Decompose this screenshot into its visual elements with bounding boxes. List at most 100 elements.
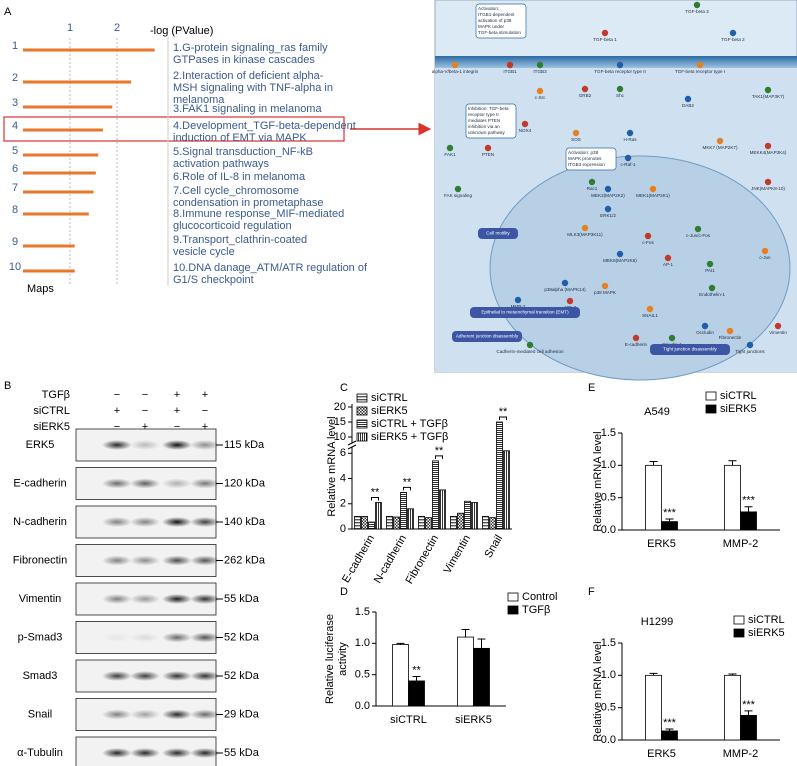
legend-swatch xyxy=(705,391,717,401)
blot-band xyxy=(162,632,192,643)
pathway-label: PAI1 xyxy=(705,268,715,273)
bar xyxy=(425,517,432,530)
y-tick-label: 10 xyxy=(334,431,346,443)
map-description: vesicle cycle xyxy=(173,246,235,258)
error-bar xyxy=(396,642,405,645)
pathway-label: FAK signaling xyxy=(444,193,473,198)
blot-band xyxy=(102,671,132,681)
pathway-icon xyxy=(764,142,772,150)
pathway-label: NOX4 xyxy=(519,128,532,133)
map-description: 8.Immune response_MIF-mediated xyxy=(173,208,344,220)
y-tick-label: 1.5 xyxy=(355,606,370,618)
axis-break xyxy=(347,440,357,446)
y-tick-label: 1.0 xyxy=(601,459,616,471)
bar xyxy=(23,190,94,194)
condition-sign: + xyxy=(202,389,208,401)
pathway-icon xyxy=(446,144,454,152)
pathway-label: c-Jun/c-Fos xyxy=(686,233,711,238)
significance: ** xyxy=(435,445,444,457)
y-tick-label: 0.0 xyxy=(601,734,616,746)
pathway-note-text: activation of p38 xyxy=(478,18,512,23)
protein-label: Fibronectin xyxy=(13,554,67,566)
blot-band xyxy=(130,440,160,450)
blot-band xyxy=(102,517,132,527)
y-axis-label: activity xyxy=(337,642,349,676)
y-axis-label: Relative mRNA level xyxy=(326,416,338,516)
pathway-label: c-Fos xyxy=(642,240,654,245)
condition-sign: + xyxy=(142,421,148,433)
legend-swatch xyxy=(705,404,717,414)
map-description: 3.FAK1 signaling in melanoma xyxy=(173,103,322,115)
size-label: 120 kDa xyxy=(224,477,266,489)
significance-bracket xyxy=(499,416,507,420)
x-tick-label: Snail xyxy=(482,533,505,560)
condition-sign: + xyxy=(114,405,120,417)
pathway-process xyxy=(470,307,580,318)
pathway-label: ITGB3 xyxy=(533,69,547,74)
pathway-diagram xyxy=(434,0,797,381)
pathway-icon xyxy=(774,322,782,330)
condition-label: TGFβ xyxy=(42,389,70,401)
y-tick-label: 2 xyxy=(340,498,346,510)
pathway-label: alpha-V/beta-1 integrin xyxy=(432,69,479,74)
x-tick-label: 2 xyxy=(114,22,120,34)
map-rank: 4 xyxy=(12,120,18,132)
pathway-note xyxy=(475,3,527,39)
bar xyxy=(489,517,496,530)
condition-sign: − xyxy=(174,421,180,433)
pathway-label: Rac1 xyxy=(587,186,598,191)
condition-sign: + xyxy=(174,389,180,401)
pathway-label: TGF-beta receptor type II xyxy=(594,69,646,74)
x-tick-label: N-cadherin xyxy=(372,533,409,586)
map-description: induction of EMT via MAPK xyxy=(173,132,307,144)
pathway-icon xyxy=(716,137,724,145)
map-description: condensation in prometaphase xyxy=(173,197,323,209)
pathway-icon xyxy=(604,205,612,213)
map-description: 6.Role of IL-8 in melanoma xyxy=(173,171,306,183)
size-label: 29 kDa xyxy=(224,708,260,720)
pathway-icon xyxy=(694,225,702,233)
pathway-icon xyxy=(626,129,634,137)
bar xyxy=(23,171,96,175)
bar xyxy=(23,128,103,132)
nucleus xyxy=(489,155,791,381)
map-description: 10.DNA danage_ATM/ATR regulation of xyxy=(173,262,368,274)
error-bar xyxy=(461,629,470,638)
pathway-label: Shc xyxy=(616,93,625,98)
legend-label: siCTRL xyxy=(720,390,757,402)
blot-band xyxy=(130,709,160,720)
blot-band xyxy=(190,440,220,450)
x-tick-label: siERK5 xyxy=(455,714,492,726)
pathway-note-text: receptor type II xyxy=(468,112,499,117)
x-tick-label: 1 xyxy=(67,22,73,34)
blot-band xyxy=(162,478,192,489)
bar xyxy=(23,153,99,157)
pathway-label: p38 MAPK xyxy=(594,290,617,295)
pathway-icon xyxy=(684,95,692,103)
x-tick-label: MMP-2 xyxy=(723,748,758,760)
condition-sign: + xyxy=(202,421,208,433)
y-tick-label: 6 xyxy=(340,447,346,459)
axis-break xyxy=(347,444,357,450)
condition-label: siERK5 xyxy=(33,421,70,433)
pathway-note xyxy=(465,103,517,139)
panel-letter: E xyxy=(588,382,595,394)
blot-band xyxy=(102,748,132,758)
condition-label: siCTRL xyxy=(33,405,70,417)
pathway-label: AP-1 xyxy=(663,262,674,267)
legend-label: Control xyxy=(522,591,557,603)
pathway-icon xyxy=(581,85,589,93)
y-tick-label: 0.5 xyxy=(355,669,370,681)
bar xyxy=(503,450,510,530)
significance: ** xyxy=(403,476,412,488)
map-description: 1.G-protein signaling_ras family xyxy=(173,42,328,54)
legend-swatch xyxy=(356,419,368,429)
pathway-label: TGF-beta receptor type I xyxy=(675,69,725,74)
pathway-label: TGF-beta 3 xyxy=(685,9,709,14)
error-bar xyxy=(744,710,753,716)
bar xyxy=(393,516,400,530)
bar xyxy=(464,500,471,530)
pathway-note-text: unknown pathway xyxy=(468,130,505,135)
condition-sign: − xyxy=(114,389,120,401)
size-label: 55 kDa xyxy=(224,747,260,759)
